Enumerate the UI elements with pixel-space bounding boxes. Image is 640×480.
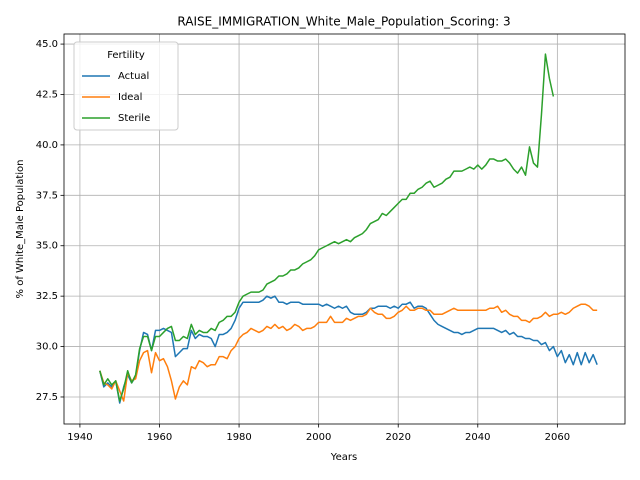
y-tick-label: 35.0 — [36, 241, 58, 252]
x-tick-label: 1940 — [67, 432, 92, 443]
y-tick-label: 45.0 — [36, 39, 58, 50]
legend-title: Fertility — [107, 50, 145, 61]
x-tick-label: 2040 — [465, 432, 490, 443]
plot-frame — [63, 33, 626, 425]
y-tick-label: 42.5 — [36, 89, 58, 100]
chart-title: RAISE_IMMIGRATION_White_Male_Population_… — [177, 15, 510, 29]
data-line — [99, 295, 598, 404]
legend-box — [73, 41, 179, 131]
x-tick-label: 2060 — [545, 432, 570, 443]
y-tick-label: 27.5 — [36, 392, 58, 403]
x-tick-label: 1960 — [147, 432, 172, 443]
y-axis-label: % of White_Male Population — [15, 160, 26, 299]
data-line — [99, 303, 598, 402]
y-tick-label: 30.0 — [36, 342, 58, 353]
x-axis-label: Years — [330, 452, 357, 463]
x-tick-label: 2000 — [306, 432, 331, 443]
y-tick-label: 37.5 — [36, 190, 58, 201]
y-tick-label: 32.5 — [36, 291, 58, 302]
x-tick-label: 2020 — [385, 432, 410, 443]
x-tick-label: 1980 — [226, 432, 251, 443]
legend-label: Actual — [118, 71, 149, 82]
legend-label: Ideal — [118, 92, 142, 103]
data-line — [99, 53, 555, 402]
y-tick-label: 40.0 — [36, 140, 58, 151]
legend-label: Sterile — [118, 113, 150, 124]
